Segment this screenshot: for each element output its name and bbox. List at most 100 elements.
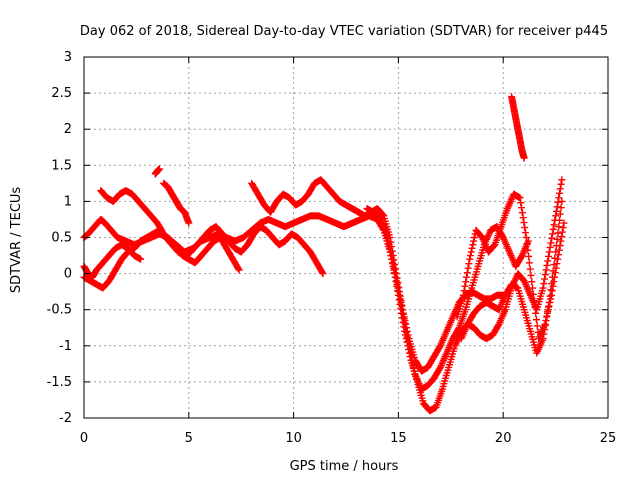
y-tick-label: 3 [64, 50, 72, 65]
data-point [558, 233, 566, 241]
data-point [517, 253, 525, 261]
data-point [547, 286, 555, 294]
data-point [398, 309, 406, 317]
data-point [386, 244, 394, 252]
data-point [466, 255, 474, 263]
data-point [533, 322, 541, 330]
data-point [548, 280, 556, 288]
data-point [405, 349, 413, 357]
y-tick-label: 0.5 [51, 231, 72, 246]
data-point [532, 316, 540, 324]
data-point [460, 287, 468, 295]
data-point [556, 210, 564, 218]
data-point [542, 317, 550, 325]
data-point [403, 338, 411, 346]
y-tick-label: -1.5 [47, 375, 72, 390]
data-point [531, 303, 539, 311]
data-point [399, 318, 407, 326]
data-point [545, 248, 553, 256]
data-point [526, 265, 534, 273]
data-point [556, 185, 564, 193]
data-point [554, 229, 562, 237]
axis-ticks: -2 -1.5 -1 -0.5 0 0.5 1 1.5 2 2.5 3 0 5 10 15 20 25 [47, 50, 617, 446]
data-point [405, 345, 413, 353]
data-point [389, 260, 397, 268]
data-point [539, 335, 547, 343]
data-point [384, 237, 392, 245]
y-tick-label: -1 [59, 339, 72, 354]
data-point [137, 255, 145, 263]
data-point [383, 234, 391, 241]
data-point [552, 207, 560, 215]
data-point [155, 165, 163, 173]
data-point [467, 248, 475, 256]
series-track-11 [457, 197, 566, 357]
data-point [401, 327, 409, 335]
y-tick-label: 0 [64, 267, 72, 282]
data-point [557, 204, 565, 212]
data-point [555, 223, 563, 231]
data-point [516, 194, 524, 202]
data-point [470, 237, 478, 245]
data-point [459, 291, 467, 299]
data-point [545, 298, 553, 306]
data-point [394, 291, 402, 299]
data-point [555, 246, 563, 254]
data-point [518, 204, 526, 212]
data-point [524, 246, 532, 254]
data-point [552, 212, 560, 220]
data-point [393, 282, 401, 290]
data-point [530, 297, 538, 305]
data-point [394, 287, 402, 295]
data-point [385, 241, 393, 249]
data-point [522, 234, 530, 241]
data-point [549, 267, 557, 275]
data-point [520, 154, 528, 162]
data-point [529, 290, 537, 298]
data-point [392, 278, 400, 286]
data-point [557, 180, 565, 188]
data-point [540, 280, 548, 288]
data-point [554, 198, 562, 206]
data-point [525, 259, 533, 267]
data-point [529, 284, 537, 292]
data-point [550, 261, 558, 269]
data-point [388, 255, 396, 263]
data-point [527, 271, 535, 279]
data-point [391, 273, 399, 281]
y-tick-label: 2.5 [51, 86, 72, 101]
data-point [518, 209, 526, 217]
series-track-5 [160, 179, 193, 227]
series-track-3 [97, 187, 243, 274]
data-point [546, 292, 554, 300]
data-point [463, 269, 471, 277]
data-point [525, 252, 533, 260]
data-point [396, 300, 404, 308]
data-point [319, 270, 327, 278]
data-point [436, 343, 444, 351]
data-point [558, 197, 566, 205]
data-point [521, 224, 529, 232]
data-point [544, 257, 552, 265]
data-point [541, 326, 549, 334]
data-point [387, 248, 395, 256]
data-point [235, 266, 243, 274]
y-tick-label: -0.5 [47, 303, 72, 318]
data-point [552, 242, 560, 250]
data-point [520, 219, 528, 227]
data-point [390, 264, 398, 272]
data-point [382, 226, 390, 234]
data-point [468, 244, 476, 252]
series-track-8 [363, 176, 566, 415]
data-point [542, 266, 550, 274]
data-point [543, 312, 551, 320]
data-point [523, 240, 531, 248]
data-point [555, 194, 563, 202]
data-point [395, 296, 403, 304]
chart-title: Day 062 of 2018, Sidereal Day-to-day VTE… [80, 24, 608, 39]
data-point [558, 228, 566, 236]
x-tick-label: 0 [80, 431, 88, 446]
data-point [390, 269, 398, 277]
